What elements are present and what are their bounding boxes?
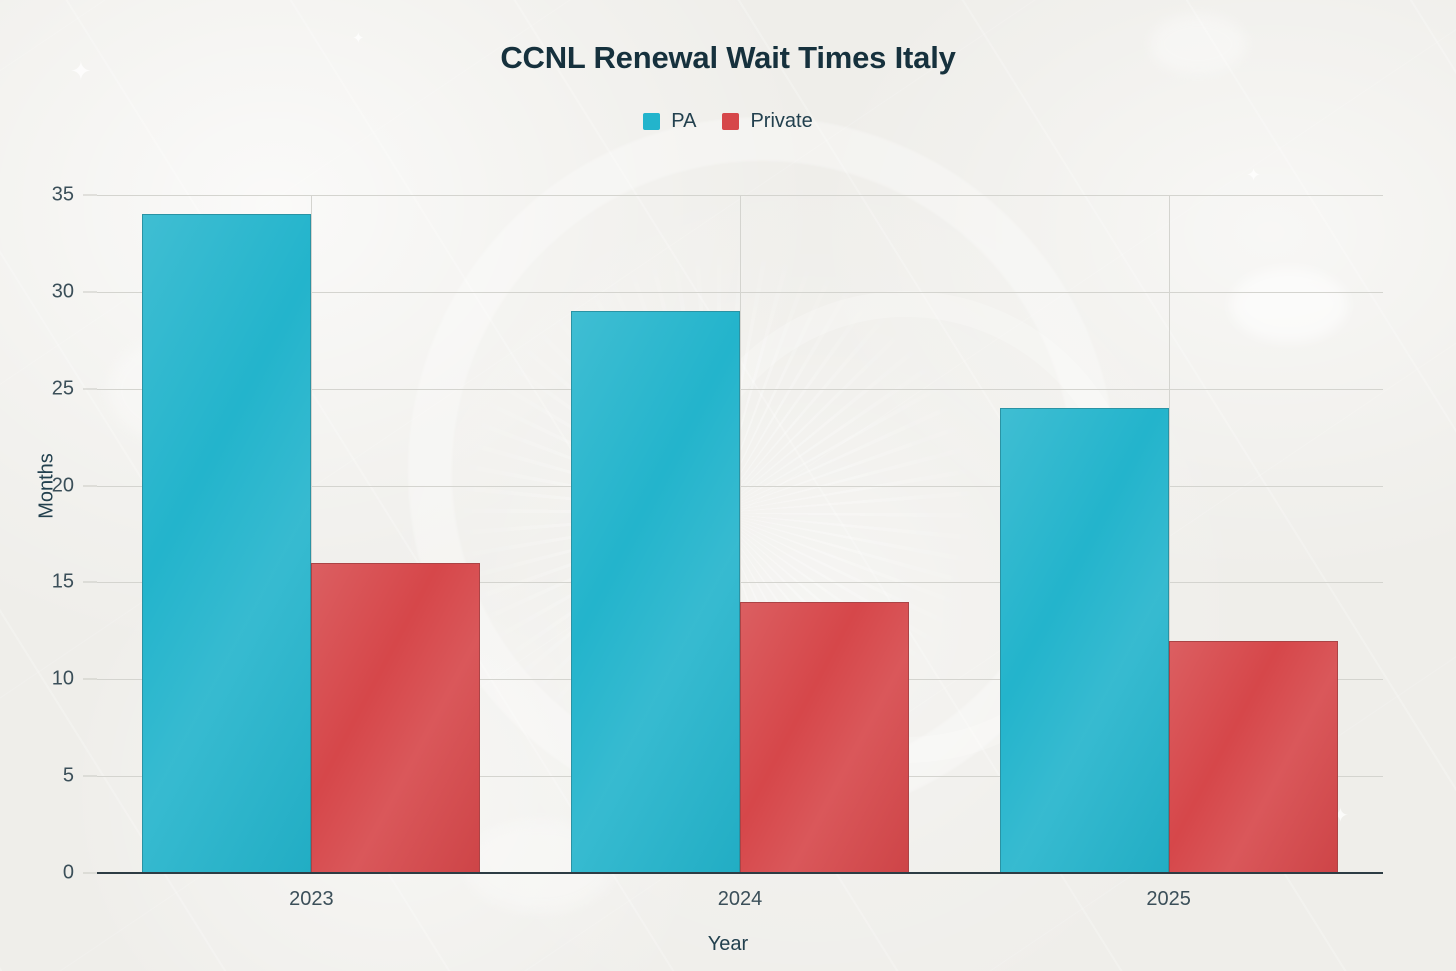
legend-label-private: Private <box>750 110 813 132</box>
y-axis-tick-label: 15 <box>51 570 74 593</box>
y-axis-tick-label: 20 <box>51 474 74 497</box>
x-axis-tick-label: 2024 <box>717 888 763 910</box>
bar-sheen <box>312 564 480 873</box>
bar-sheen <box>1169 641 1337 873</box>
gridline-vertical <box>740 195 741 873</box>
bar-sheen <box>143 215 311 873</box>
y-axis-tick: 15 <box>37 571 97 594</box>
y-axis-tick-label: 25 <box>51 377 74 400</box>
plot-area: 0 5 10 15 20 25 30 35 <box>52 184 1383 884</box>
bar-pa-2023[interactable] <box>142 214 312 873</box>
y-axis-tick: 0 <box>37 862 97 885</box>
y-axis-tick: 10 <box>37 668 97 691</box>
bar-private-2025[interactable] <box>1168 640 1338 873</box>
y-axis-tick-label: 5 <box>62 764 74 787</box>
x-axis-tick-label: 2023 <box>289 888 334 910</box>
bar-pa-2024[interactable] <box>571 311 740 873</box>
y-axis-tick-mark <box>83 678 97 680</box>
x-axis-title: Year <box>707 933 749 955</box>
y-axis-tick: 30 <box>37 280 97 303</box>
y-axis-tick-label: 30 <box>51 280 74 303</box>
legend-item-pa[interactable]: PA <box>643 110 696 133</box>
legend-label-pa: PA <box>671 110 697 132</box>
legend-swatch-private <box>722 113 740 130</box>
y-axis-tick-mark <box>83 775 97 777</box>
y-axis-tick-mark <box>83 581 97 583</box>
legend-item-private[interactable]: Private <box>722 110 813 133</box>
bar-private-2024[interactable] <box>740 601 909 873</box>
legend-swatch-pa <box>643 113 661 130</box>
bar-sheen <box>1000 409 1168 873</box>
x-axis-baseline <box>97 872 1383 874</box>
y-axis-tick-mark <box>83 485 97 487</box>
y-axis-tick: 5 <box>37 765 97 788</box>
bar-private-2023[interactable] <box>311 563 481 873</box>
bar-pa-2025[interactable] <box>999 408 1169 873</box>
y-axis-tick-mark <box>83 194 97 196</box>
y-axis-tick-label: 35 <box>51 183 74 206</box>
y-axis-tick-mark <box>83 388 97 390</box>
bar-sheen <box>741 602 908 873</box>
y-axis-tick-label: 0 <box>62 861 74 884</box>
bar-sheen <box>572 312 739 873</box>
x-axis-tick-label: 2025 <box>1146 888 1191 910</box>
chart-legend: PA Private <box>0 110 1456 133</box>
y-axis-tick-mark <box>83 872 97 874</box>
y-axis-tick: 35 <box>37 184 97 207</box>
y-axis-tick: 25 <box>37 377 97 400</box>
y-axis-tick-label: 10 <box>51 667 74 690</box>
y-axis-tick-mark <box>83 291 97 293</box>
y-axis-tick: 20 <box>37 474 97 497</box>
gridline-vertical <box>311 195 313 873</box>
gridline-vertical <box>1168 195 1170 873</box>
chart-title: CCNL Renewal Wait Times Italy <box>500 40 956 75</box>
